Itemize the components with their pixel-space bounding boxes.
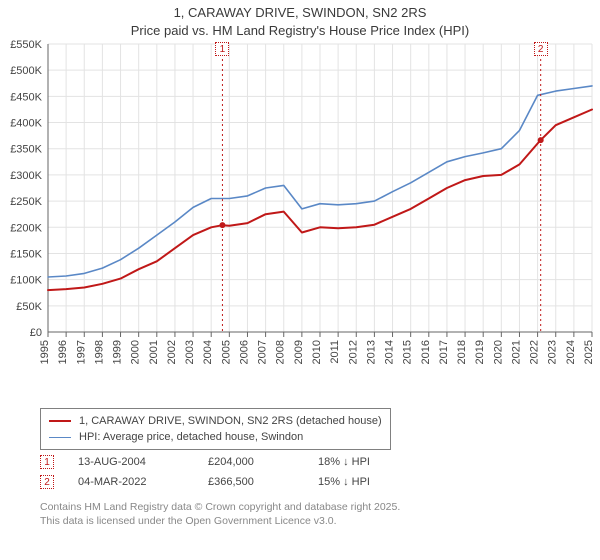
svg-text:2017: 2017 (438, 340, 450, 364)
svg-text:1997: 1997 (75, 340, 87, 364)
chart-title: 1, CARAWAY DRIVE, SWINDON, SN2 2RS Price… (0, 0, 600, 39)
svg-text:2001: 2001 (148, 340, 160, 364)
svg-text:2024: 2024 (565, 340, 577, 364)
svg-text:£450K: £450K (10, 91, 42, 103)
svg-text:£400K: £400K (10, 118, 42, 130)
svg-text:2011: 2011 (329, 340, 341, 364)
tx-delta: 18% ↓ HPI (318, 456, 438, 468)
svg-text:£50K: £50K (16, 301, 42, 313)
svg-text:2002: 2002 (166, 340, 178, 364)
legend-item: 1, CARAWAY DRIVE, SWINDON, SN2 2RS (deta… (49, 413, 382, 429)
transactions-table: 1 13-AUG-2004 £204,000 18% ↓ HPI 2 04-MA… (40, 452, 438, 492)
svg-text:2020: 2020 (492, 340, 504, 364)
svg-text:1996: 1996 (57, 340, 69, 364)
svg-text:2015: 2015 (402, 340, 414, 364)
svg-text:2022: 2022 (529, 340, 541, 364)
svg-text:2004: 2004 (202, 340, 214, 364)
svg-text:£150K: £150K (10, 248, 42, 260)
legend-swatch (49, 420, 71, 422)
svg-text:2023: 2023 (547, 340, 559, 364)
svg-text:£100K: £100K (10, 275, 42, 287)
svg-text:£550K: £550K (10, 39, 42, 51)
chart-marker-label: 2 (534, 42, 548, 56)
svg-text:2018: 2018 (456, 340, 468, 364)
legend-label: HPI: Average price, detached house, Swin… (79, 431, 303, 443)
legend-item: HPI: Average price, detached house, Swin… (49, 429, 382, 445)
svg-text:£200K: £200K (10, 222, 42, 234)
tx-delta: 15% ↓ HPI (318, 476, 438, 488)
footer-line: Contains HM Land Registry data © Crown c… (40, 500, 592, 514)
legend-swatch (49, 437, 71, 438)
svg-text:2000: 2000 (130, 340, 142, 364)
svg-text:2014: 2014 (384, 340, 396, 364)
svg-text:£0: £0 (30, 327, 42, 339)
title-line-2: Price paid vs. HM Land Registry's House … (0, 22, 600, 40)
svg-text:1998: 1998 (93, 340, 105, 364)
svg-text:2009: 2009 (293, 340, 305, 364)
price-chart: £0 £50K £100K £150K £200K £250K £300K £350K £400… (0, 38, 600, 398)
svg-text:2025: 2025 (583, 340, 595, 364)
svg-text:£500K: £500K (10, 65, 42, 77)
svg-text:2013: 2013 (365, 340, 377, 364)
tx-date: 04-MAR-2022 (78, 476, 208, 488)
svg-text:£300K: £300K (10, 170, 42, 182)
table-row: 2 04-MAR-2022 £366,500 15% ↓ HPI (40, 472, 438, 492)
tx-date: 13-AUG-2004 (78, 456, 208, 468)
marker-ref-icon: 2 (40, 475, 54, 489)
svg-text:£250K: £250K (10, 196, 42, 208)
footer-line: This data is licensed under the Open Gov… (40, 514, 592, 528)
legend-label: 1, CARAWAY DRIVE, SWINDON, SN2 2RS (deta… (79, 415, 382, 427)
attribution-footer: Contains HM Land Registry data © Crown c… (40, 500, 592, 528)
table-row: 1 13-AUG-2004 £204,000 18% ↓ HPI (40, 452, 438, 472)
tx-price: £204,000 (208, 456, 318, 468)
svg-text:2007: 2007 (257, 340, 269, 364)
svg-text:2005: 2005 (220, 340, 232, 364)
chart-area: £0 £50K £100K £150K £200K £250K £300K £350K £400… (0, 38, 600, 398)
svg-text:2003: 2003 (184, 340, 196, 364)
svg-text:2006: 2006 (238, 340, 250, 364)
svg-text:2019: 2019 (474, 340, 486, 364)
chart-marker-label: 1 (215, 42, 229, 56)
marker-ref-icon: 1 (40, 455, 54, 469)
legend: 1, CARAWAY DRIVE, SWINDON, SN2 2RS (deta… (40, 408, 391, 450)
svg-text:£350K: £350K (10, 144, 42, 156)
svg-text:2016: 2016 (420, 340, 432, 364)
svg-text:2021: 2021 (510, 340, 522, 364)
tx-price: £366,500 (208, 476, 318, 488)
svg-text:2012: 2012 (347, 340, 359, 364)
svg-text:2010: 2010 (311, 340, 323, 364)
svg-text:1999: 1999 (112, 340, 124, 364)
title-line-1: 1, CARAWAY DRIVE, SWINDON, SN2 2RS (0, 4, 600, 22)
svg-text:1995: 1995 (39, 340, 51, 364)
svg-text:2008: 2008 (275, 340, 287, 364)
